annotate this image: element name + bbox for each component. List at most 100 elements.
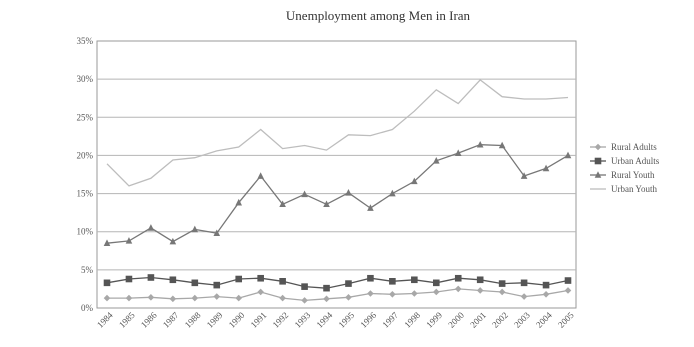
x-tick-label: 2005 xyxy=(556,310,576,330)
data-point-urban-adults xyxy=(542,281,550,289)
legend-label: Urban Adults xyxy=(611,156,660,166)
x-tick-label: 1986 xyxy=(139,310,159,330)
data-point-rural-youth xyxy=(235,198,243,206)
data-point-rural-adults xyxy=(389,290,396,298)
x-tick-label: 1997 xyxy=(380,310,400,330)
data-point-urban-adults xyxy=(103,279,111,287)
data-point-rural-youth xyxy=(169,237,177,245)
data-point-urban-adults xyxy=(323,284,330,292)
data-point-rural-youth xyxy=(301,190,308,198)
data-point-rural-youth xyxy=(498,141,506,149)
plot-frame xyxy=(96,40,577,309)
data-point-rural-youth xyxy=(476,140,484,148)
data-point-rural-youth xyxy=(345,189,352,196)
data-point-rural-adults xyxy=(476,287,484,294)
x-tick-label: 2000 xyxy=(446,310,466,330)
data-point-rural-youth xyxy=(191,225,199,233)
data-point-urban-adults xyxy=(520,279,528,287)
y-tick-label: 20% xyxy=(77,150,94,160)
data-point-rural-youth xyxy=(103,239,111,246)
data-point-rural-adults xyxy=(103,294,111,302)
data-point-rural-youth xyxy=(389,189,396,197)
data-point-rural-youth xyxy=(564,151,572,159)
y-tick-label: 15% xyxy=(77,189,94,199)
series-line-urban-youth xyxy=(106,79,569,187)
x-tick-label: 1988 xyxy=(183,310,203,330)
legend-marker xyxy=(594,171,602,178)
legend-item-urban-adults: Urban Adults xyxy=(590,156,660,166)
data-point-rural-adults xyxy=(147,294,155,301)
data-point-urban-adults xyxy=(191,279,199,287)
x-tick-label: 2002 xyxy=(490,310,510,330)
legend-label: Urban Youth xyxy=(611,184,658,194)
data-point-urban-adults xyxy=(498,280,506,287)
legend-item-rural-youth: Rural Youth xyxy=(590,170,655,180)
data-point-rural-adults xyxy=(169,295,177,303)
data-point-rural-adults xyxy=(432,288,440,296)
data-point-rural-adults xyxy=(191,294,199,302)
x-tick-label: 1985 xyxy=(117,310,137,330)
series-rural-youth xyxy=(103,140,572,246)
data-point-urban-adults xyxy=(367,274,374,282)
data-point-urban-adults xyxy=(125,275,133,283)
data-point-rural-adults xyxy=(323,295,330,303)
legend: Rural Adults Urban Adults Rural Youth Urban… xyxy=(590,142,660,194)
data-point-urban-adults xyxy=(257,274,264,282)
data-point-rural-adults xyxy=(301,297,308,304)
data-point-rural-adults xyxy=(257,288,264,296)
data-point-rural-youth xyxy=(432,156,440,164)
data-point-urban-adults xyxy=(169,276,177,284)
chart-title: Unemployment among Men in Iran xyxy=(286,8,471,23)
x-tick-label: 1989 xyxy=(205,310,225,330)
series-urban-youth xyxy=(106,79,569,187)
y-tick-label: 0% xyxy=(81,303,94,313)
data-point-rural-adults xyxy=(542,290,550,298)
data-point-urban-adults xyxy=(345,280,352,287)
x-tick-label: 2001 xyxy=(468,310,488,330)
legend-label: Rural Adults xyxy=(611,142,657,152)
data-point-urban-adults xyxy=(564,277,572,284)
y-tick-label: 10% xyxy=(77,227,94,237)
data-point-rural-youth xyxy=(125,237,133,244)
y-tick-label: 25% xyxy=(77,112,94,122)
data-point-urban-adults xyxy=(432,279,440,287)
series-urban-adults xyxy=(103,274,572,292)
data-point-rural-youth xyxy=(542,164,550,172)
legend-label: Rural Youth xyxy=(611,170,655,180)
data-point-rural-youth xyxy=(279,200,286,208)
x-tick-label: 2004 xyxy=(534,310,554,330)
legend-item-rural-adults: Rural Adults xyxy=(590,142,657,152)
x-tick-label: 1984 xyxy=(95,310,115,330)
data-point-rural-youth xyxy=(213,229,221,237)
y-tick-label: 35% xyxy=(77,36,94,46)
x-tick-label: 1998 xyxy=(402,310,422,330)
x-tick-label: 1996 xyxy=(358,310,378,330)
data-point-urban-adults xyxy=(476,276,484,284)
x-tick-label: 1992 xyxy=(271,310,291,330)
data-point-rural-adults xyxy=(125,294,133,302)
data-point-rural-youth xyxy=(454,149,462,156)
data-point-rural-adults xyxy=(345,294,352,301)
data-point-urban-adults xyxy=(279,278,286,285)
data-point-urban-adults xyxy=(389,278,396,285)
legend-marker xyxy=(594,143,602,151)
data-point-rural-youth xyxy=(367,204,374,211)
series-line-rural-youth xyxy=(106,144,569,244)
data-point-rural-adults xyxy=(279,294,286,302)
data-point-rural-adults xyxy=(367,290,374,297)
y-tick-label: 5% xyxy=(81,265,94,275)
data-point-urban-adults xyxy=(147,274,155,281)
y-tick-label: 30% xyxy=(77,74,94,84)
legend-item-urban-youth: Urban Youth xyxy=(590,184,658,194)
data-point-urban-adults xyxy=(411,276,418,284)
data-point-rural-adults xyxy=(564,287,572,294)
data-point-rural-youth xyxy=(411,177,418,185)
x-tick-label: 1995 xyxy=(336,310,356,330)
x-axis-ticks: 1984 1985 1986 1987 1988 1989 1990 1991 1992 1993… xyxy=(95,310,576,330)
gridlines xyxy=(97,78,576,271)
legend-marker xyxy=(594,157,602,165)
data-point-rural-adults xyxy=(235,294,243,302)
x-tick-label: 1991 xyxy=(249,310,269,330)
series-rural-adults xyxy=(103,285,572,304)
